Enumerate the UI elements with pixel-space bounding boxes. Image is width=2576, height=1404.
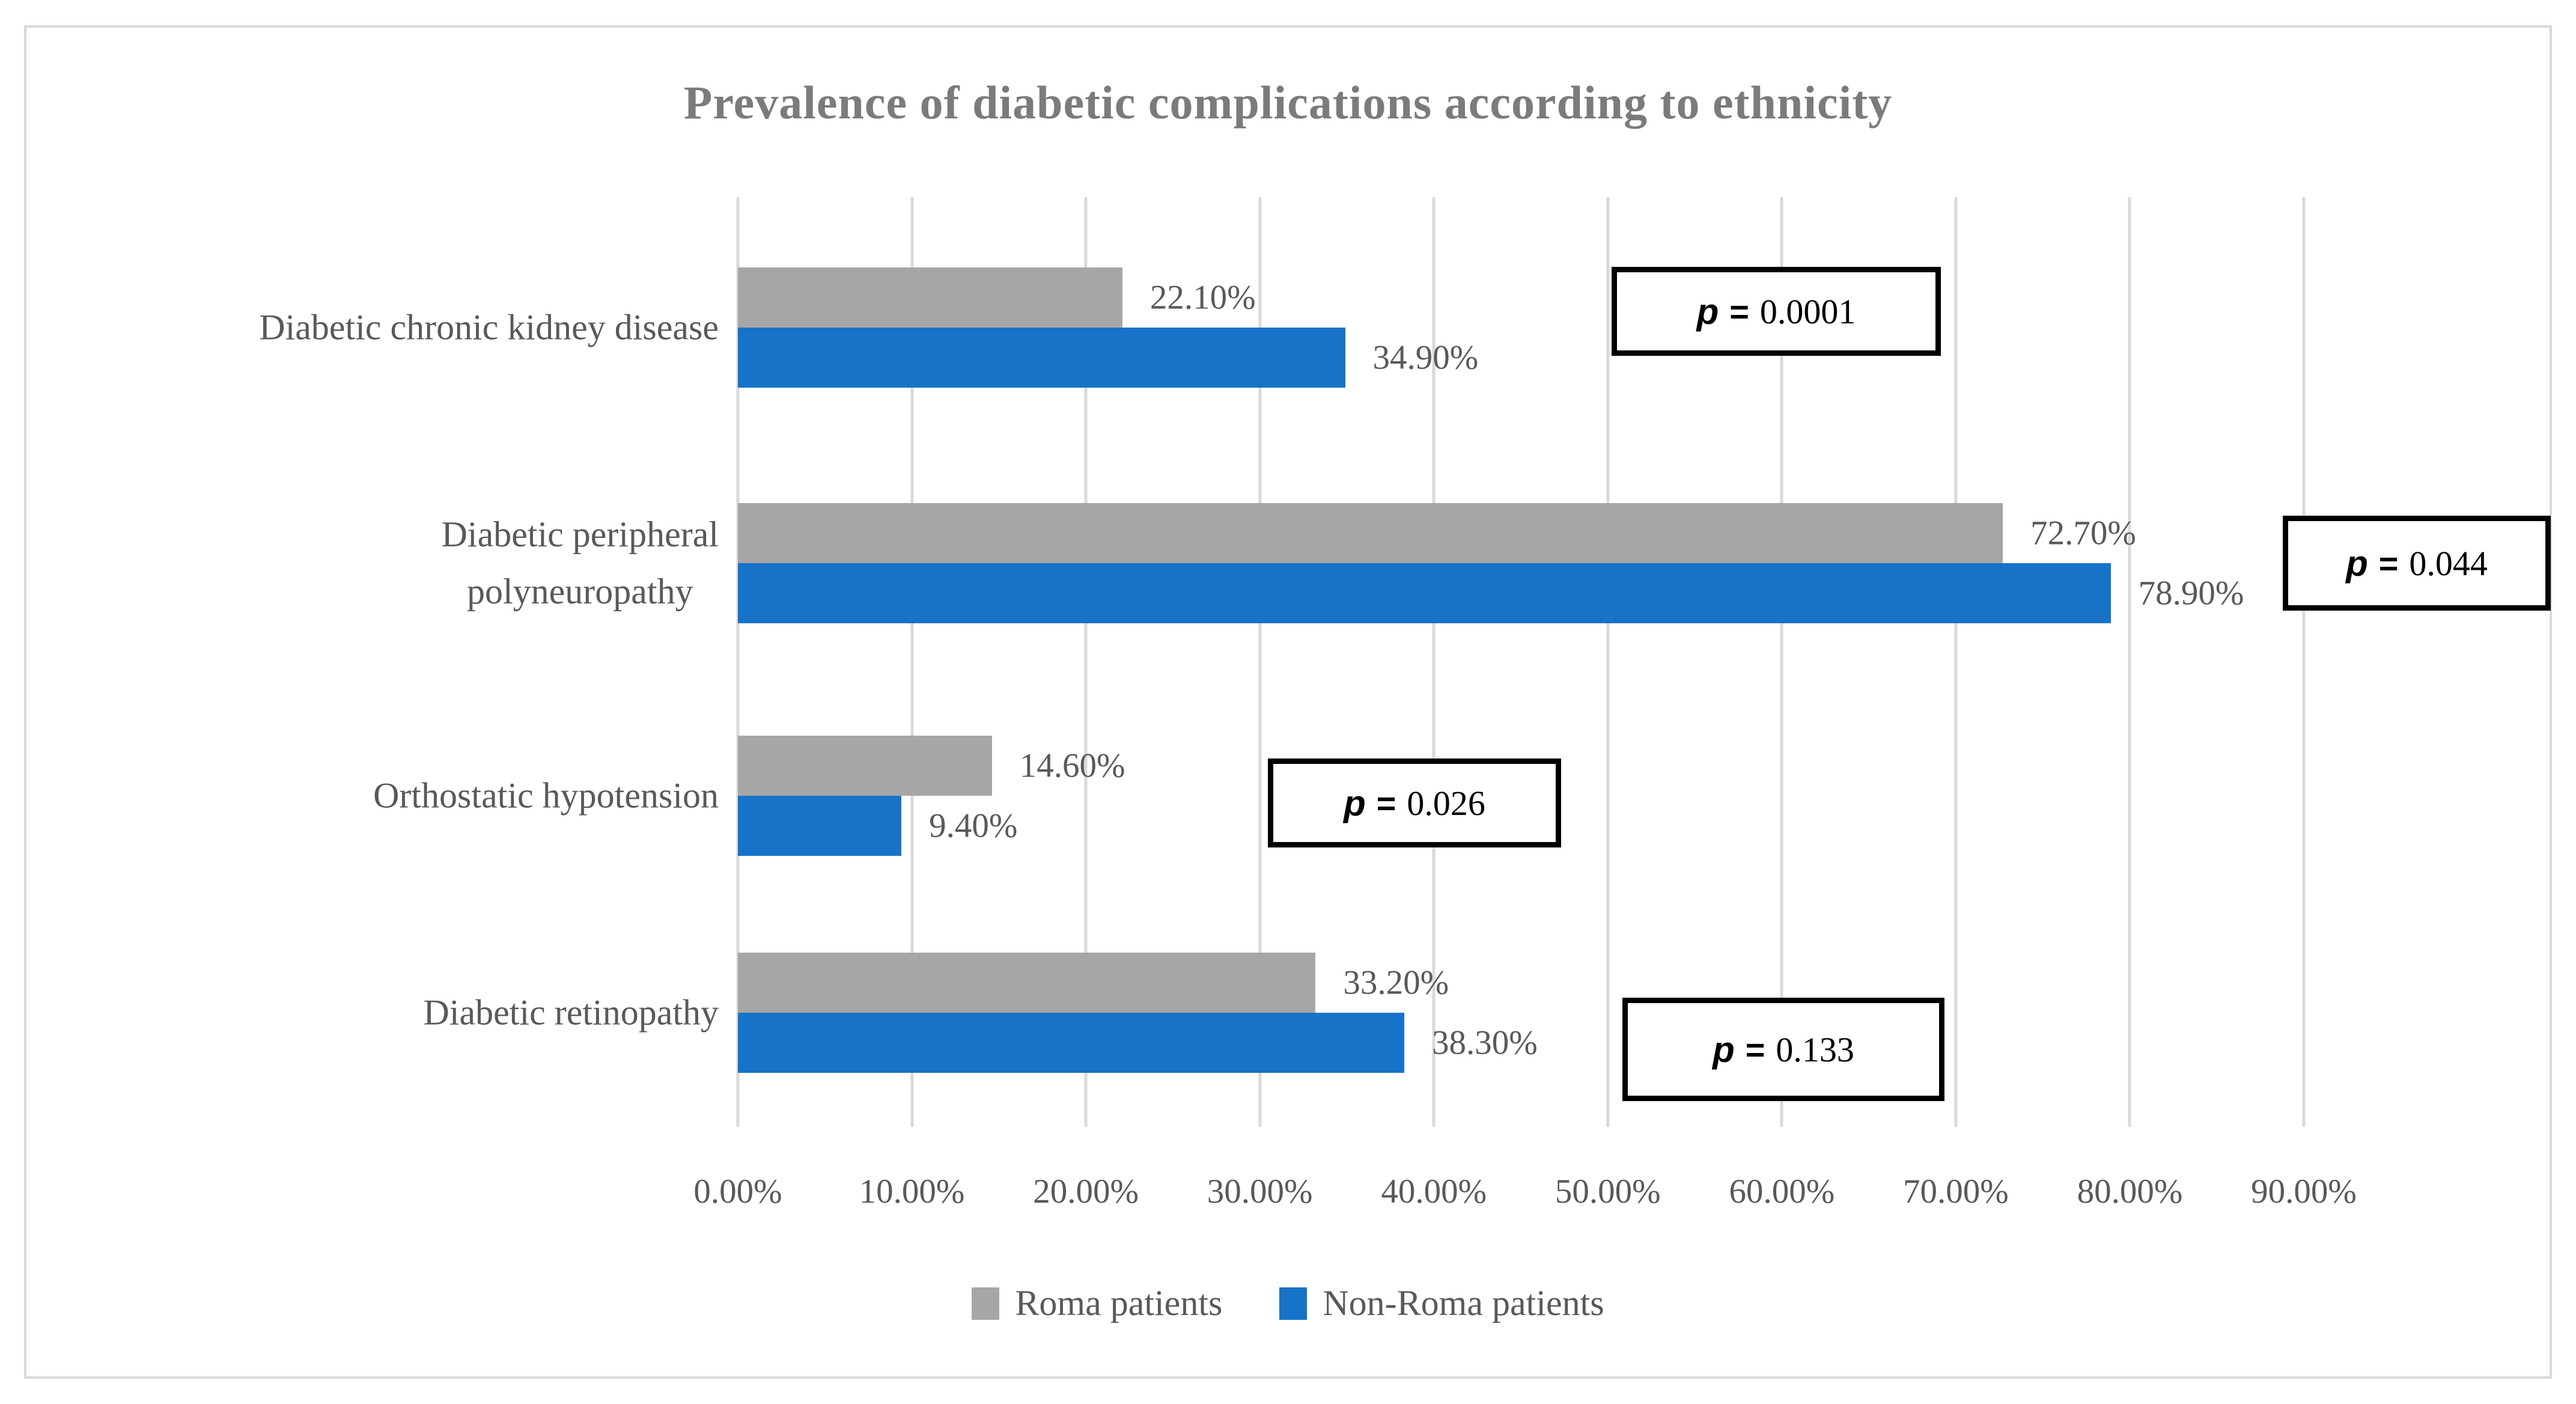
value-label: 38.30% (1431, 1024, 1538, 1062)
gridline-50.00% (1606, 197, 1610, 1127)
x-tick-label: 10.00% (859, 1173, 965, 1210)
legend-entry-roma: Roma patients (972, 1283, 1222, 1324)
bar-roma-1 (738, 503, 2003, 563)
category-label: Diabetic chronic kidney disease (259, 307, 719, 347)
value-label: 14.60% (1019, 746, 1125, 785)
bar-roma-3 (738, 953, 1316, 1013)
category-label: Diabetic peripheral polyneuropathy (441, 514, 719, 611)
gridline-30.00% (1258, 197, 1262, 1127)
legend-label: Roma patients (1015, 1283, 1223, 1323)
gridline-60.00% (1780, 197, 1783, 1127)
value-label: 33.20% (1343, 963, 1449, 1002)
gridline-40.00% (1432, 197, 1436, 1127)
bar-non-roma-3 (738, 1013, 1404, 1073)
x-tick-label: 80.00% (2077, 1173, 2183, 1210)
p-equals: = (1745, 1030, 1765, 1069)
p-equals: = (1376, 784, 1396, 822)
category-label: Diabetic retinopathy (423, 992, 719, 1033)
value-label: 22.10% (1149, 278, 1256, 317)
p-symbol: p (1696, 291, 1719, 332)
p-equals: = (1729, 292, 1749, 331)
p-value-box-0: p = 0.0001 (1612, 267, 1941, 356)
legend: Roma patients Non-Roma patients (0, 1283, 2576, 1324)
legend-label: Non-Roma patients (1323, 1283, 1604, 1323)
x-tick-label: 50.00% (1554, 1173, 1661, 1210)
bar-non-roma-2 (738, 796, 902, 856)
chart-title: Prevalence of diabetic complications acc… (683, 76, 1893, 129)
gridline-20.00% (1084, 197, 1088, 1127)
p-equals: = (2378, 544, 2399, 582)
p-symbol: p (2346, 543, 2368, 584)
value-label: 72.70% (2030, 514, 2136, 552)
gridline-90.00% (2302, 197, 2306, 1127)
legend-entry-non-roma: Non-Roma patients (1279, 1283, 1604, 1324)
x-tick-label: 0.00% (693, 1173, 782, 1210)
p-value-text: 0.133 (1776, 1030, 1854, 1069)
value-label: 9.40% (929, 807, 1018, 845)
bar-non-roma-0 (738, 328, 1345, 388)
p-value-box-3: p = 0.133 (1622, 998, 1944, 1101)
gridline-0.00% (736, 197, 740, 1127)
x-tick-label: 60.00% (1729, 1173, 1835, 1210)
p-symbol: p (1713, 1029, 1735, 1070)
gridline-10.00% (910, 197, 914, 1127)
value-label: 34.90% (1372, 338, 1479, 377)
bar-roma-2 (738, 736, 992, 796)
bar-non-roma-1 (738, 563, 2111, 623)
bar-roma-0 (738, 267, 1122, 328)
p-value-text: 0.0001 (1759, 291, 1856, 331)
gridline-80.00% (2128, 197, 2131, 1127)
x-tick-label: 90.00% (2251, 1173, 2357, 1210)
p-value-box-1: p = 0.044 (2283, 516, 2551, 611)
x-tick-label: 40.00% (1381, 1173, 1487, 1210)
gridline-70.00% (1954, 197, 1958, 1127)
p-symbol: p (1344, 783, 1366, 823)
x-tick-label: 70.00% (1903, 1173, 2009, 1210)
legend-swatch-icon (972, 1287, 1000, 1320)
p-value-box-2: p = 0.026 (1268, 758, 1561, 847)
x-tick-label: 30.00% (1207, 1173, 1313, 1210)
p-value-text: 0.044 (2409, 543, 2488, 583)
x-tick-label: 20.00% (1033, 1173, 1139, 1210)
value-label: 78.90% (2138, 574, 2244, 612)
legend-swatch-icon (1279, 1287, 1308, 1320)
category-label: Orthostatic hypotension (373, 775, 719, 816)
p-value-text: 0.026 (1407, 783, 1485, 823)
